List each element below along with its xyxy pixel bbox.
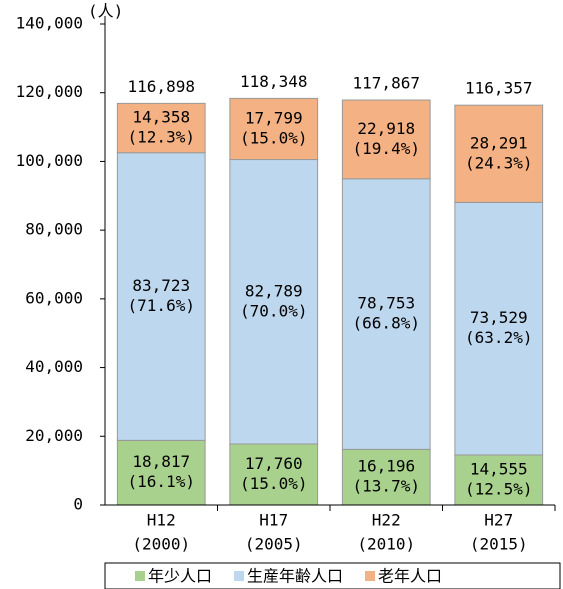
- bar-segment: [116, 102, 206, 154]
- total-label: 116,898: [128, 77, 195, 96]
- value-label: 14,555: [470, 459, 528, 478]
- bar-segment: [454, 201, 544, 456]
- legend-swatch: [135, 571, 145, 581]
- legend-box: [104, 562, 561, 589]
- bar-segment: [341, 448, 431, 506]
- total-label: 118,348: [240, 72, 307, 91]
- total-label: 117,867: [353, 74, 420, 93]
- value-label: 16,196: [357, 457, 415, 476]
- value-label: 73,529: [470, 308, 528, 327]
- y-unit: (人): [88, 2, 123, 21]
- share-label: (71.6%): [128, 296, 195, 315]
- x-tick-label: (2005): [245, 535, 303, 554]
- bar-segment: [454, 104, 544, 203]
- y-tick-label: 0: [73, 495, 83, 514]
- y-tick-label: 120,000: [16, 82, 83, 101]
- bar-segment: [229, 97, 319, 161]
- y-tick-label: 80,000: [25, 220, 83, 239]
- legend-label: 生産年齢人口: [247, 567, 343, 586]
- share-label: (70.0%): [240, 301, 307, 320]
- share-label: (19.4%): [353, 139, 420, 158]
- y-tick-label: 60,000: [25, 288, 83, 307]
- value-label: 83,723: [132, 276, 190, 295]
- bar-segment: [116, 439, 206, 506]
- value-label: 14,358: [132, 108, 190, 127]
- value-label: 18,817: [132, 452, 190, 471]
- bar-segment: [229, 159, 319, 445]
- share-label: (66.8%): [353, 314, 420, 333]
- share-label: (63.2%): [465, 328, 532, 347]
- value-label: 17,799: [245, 108, 303, 127]
- legend-swatch: [234, 571, 245, 581]
- value-label: 22,918: [357, 119, 415, 138]
- y-tick-label: 20,000: [25, 426, 83, 445]
- x-tick-label: (2010): [357, 535, 415, 554]
- bar-segment: [341, 178, 431, 450]
- share-label: (15.0%): [240, 474, 307, 493]
- x-tick-label: H12: [147, 511, 176, 530]
- x-tick-label: H17: [259, 511, 288, 530]
- y-tick-label: 40,000: [25, 357, 83, 376]
- bar-segment: [341, 99, 431, 180]
- legend-label: 年少人口: [148, 567, 212, 586]
- value-label: 82,789: [245, 281, 303, 300]
- bar-segment: [454, 454, 544, 506]
- share-label: (13.7%): [353, 477, 420, 496]
- value-label: 17,760: [245, 454, 303, 473]
- x-tick-label: H27: [484, 511, 513, 530]
- bar-segment: [116, 152, 206, 441]
- share-label: (12.5%): [465, 479, 532, 498]
- value-label: 78,753: [357, 294, 415, 313]
- value-label: 28,291: [470, 133, 528, 152]
- legend-label: 老年人口: [378, 567, 442, 586]
- share-label: (24.3%): [465, 153, 532, 172]
- share-label: (15.0%): [240, 128, 307, 147]
- x-tick-label: (2000): [132, 535, 190, 554]
- y-tick-label: 140,000: [16, 14, 83, 33]
- share-label: (12.3%): [128, 128, 195, 147]
- share-label: (16.1%): [128, 472, 195, 491]
- total-label: 116,357: [465, 79, 532, 98]
- y-tick-label: 100,000: [16, 151, 83, 170]
- x-tick-label: H22: [372, 511, 401, 530]
- x-tick-label: (2015): [470, 535, 528, 554]
- legend-swatch: [365, 571, 376, 581]
